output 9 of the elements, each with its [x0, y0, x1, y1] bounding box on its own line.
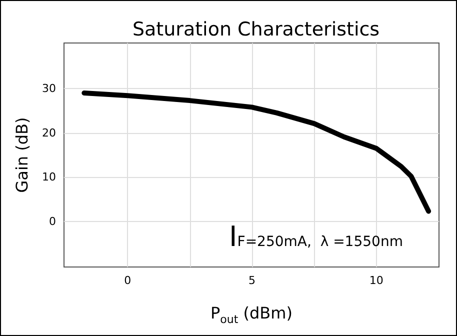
y-tick-label: 10: [42, 170, 56, 184]
x-tick-label: 5: [248, 274, 256, 287]
y-tick-label: 30: [42, 82, 56, 96]
x-tick-label: 10: [369, 274, 384, 287]
chart-title: Saturation Characteristics: [132, 18, 380, 40]
x-tick-label: 0: [124, 274, 132, 287]
y-axis-title: Gain (dB): [12, 117, 32, 193]
y-tick-label: 0: [49, 214, 56, 228]
y-tick-label: 20: [42, 126, 56, 140]
